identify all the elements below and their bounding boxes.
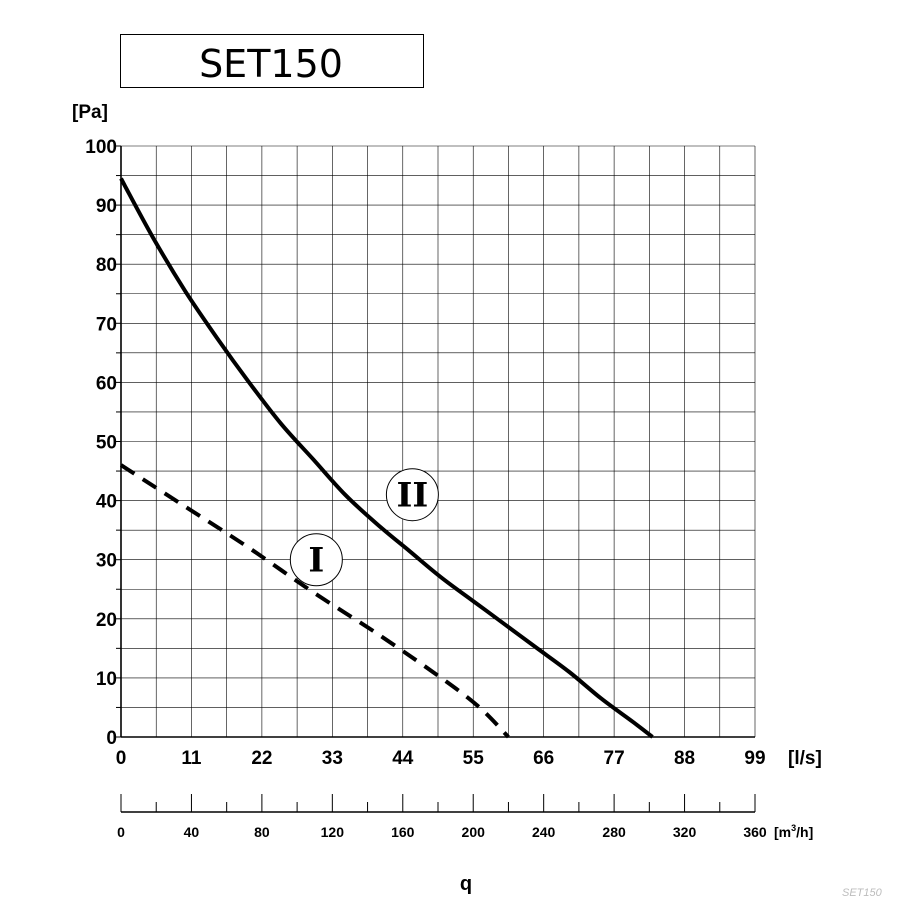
annotation-circle — [385, 468, 439, 522]
x-tick-label-ls: 11 — [181, 748, 202, 769]
x-tick-label-ls: 0 — [116, 748, 127, 769]
series-line-i — [119, 463, 510, 739]
series-line-ii — [119, 177, 654, 739]
x-tick-label-ls: 33 — [322, 748, 343, 769]
x-axis-unit-ls: [l/s] — [788, 748, 822, 769]
x-tick-label-m3h: 240 — [532, 824, 556, 840]
x-tick-label-m3h: 200 — [462, 824, 486, 840]
flow-quantity-label: q — [460, 873, 472, 895]
x-tick-label-ls: 99 — [744, 748, 765, 769]
annotation-circle — [289, 533, 343, 587]
x-tick-label-m3h: 320 — [673, 824, 697, 840]
y-tick-label: 30 — [96, 551, 117, 572]
annotation-label: I — [308, 541, 324, 581]
x-tick-label-ls: 44 — [392, 748, 414, 769]
x-tick-label-m3h: 80 — [254, 824, 270, 840]
chart-title: SET150 — [199, 42, 343, 86]
x-tick-label-m3h: 40 — [184, 824, 200, 840]
y-tick-label: 60 — [96, 373, 117, 394]
x-tick-label-ls: 55 — [463, 748, 485, 769]
y-axis-unit-label: [Pa] — [72, 102, 108, 123]
grid — [116, 145, 756, 738]
x-tick-label-m3h: 120 — [321, 824, 345, 840]
y-tick-label: 40 — [96, 492, 117, 513]
x-tick-label-ls: 88 — [674, 748, 695, 769]
y-tick-label: 50 — [96, 433, 117, 454]
y-tick-label: 90 — [96, 196, 117, 217]
y-tick-labels: 0 10 20 30 40 50 60 70 80 90 100 — [85, 137, 117, 749]
series-lines — [119, 177, 654, 739]
x-axis-unit-m3h: [m3/h] — [774, 823, 813, 840]
annotation-label: II — [396, 476, 428, 516]
x-tick-label-m3h: 360 — [743, 824, 767, 840]
x-tick-label-m3h: 0 — [117, 824, 125, 840]
y-tick-label: 100 — [85, 137, 117, 158]
x-tick-labels-ls: 0 11 22 33 44 55 66 77 88 99 — [116, 748, 766, 769]
m3h-scale: 0 40 80 120 160 200 240 280 320 360 — [117, 794, 767, 840]
curve-annotations: III — [289, 468, 439, 587]
y-tick-label: 0 — [106, 728, 117, 749]
x-tick-label-ls: 66 — [533, 748, 554, 769]
title-box: SET150 — [120, 34, 424, 88]
y-tick-label: 20 — [96, 610, 117, 631]
x-tick-label-m3h: 160 — [391, 824, 415, 840]
watermark-text: SET150 — [842, 887, 883, 899]
y-tick-label: 80 — [96, 255, 117, 276]
x-tick-label-m3h: 280 — [602, 824, 626, 840]
y-tick-label: 70 — [96, 314, 117, 335]
y-tick-label: 10 — [96, 669, 117, 690]
x-tick-label-ls: 77 — [604, 748, 625, 769]
x-tick-label-ls: 22 — [251, 748, 272, 769]
